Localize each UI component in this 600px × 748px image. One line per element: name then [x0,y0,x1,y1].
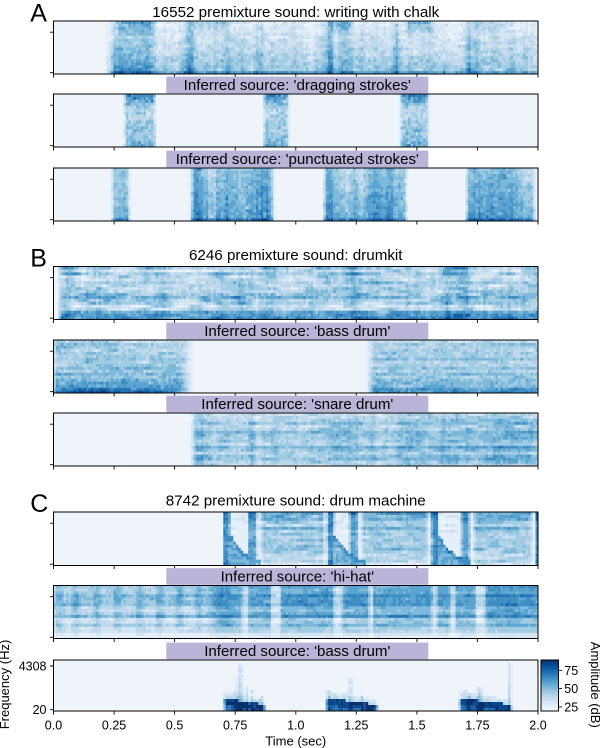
svg-text:Inferred source: 'dragging str: Inferred source: 'dragging strokes' [184,77,411,94]
svg-text:Inferred source: 'hi-hat': Inferred source: 'hi-hat' [221,569,375,586]
svg-text:1.0: 1.0 [287,719,304,733]
svg-text:Inferred source: 'snare drum': Inferred source: 'snare drum' [201,396,393,413]
svg-text:0.75: 0.75 [223,719,247,733]
svg-text:0.0: 0.0 [45,719,62,733]
svg-text:C: C [30,490,48,518]
svg-text:1.5: 1.5 [408,719,425,733]
svg-text:A: A [30,0,47,28]
svg-text:B: B [30,245,47,273]
svg-text:Time (sec): Time (sec) [265,733,326,748]
svg-text:Amplitude (dB): Amplitude (dB) [588,642,600,728]
svg-text:6246 premixture sound: drumkit: 6246 premixture sound: drumkit [189,247,403,264]
svg-text:0.25: 0.25 [102,719,126,733]
svg-text:8742 premixture sound: drum ma: 8742 premixture sound: drum machine [166,493,426,510]
svg-text:2.0: 2.0 [529,719,546,733]
svg-text:20: 20 [33,703,47,717]
svg-text:75: 75 [564,664,578,678]
svg-text:1.25: 1.25 [344,719,368,733]
svg-text:0.5: 0.5 [166,719,183,733]
svg-text:25: 25 [564,700,578,714]
svg-text:Frequency (Hz): Frequency (Hz) [0,640,12,730]
svg-text:50: 50 [564,682,578,696]
svg-text:16552 premixture sound: writin: 16552 premixture sound: writing with cha… [152,4,439,21]
svg-text:Inferred source: 'bass drum': Inferred source: 'bass drum' [204,643,390,660]
svg-text:1.75: 1.75 [465,719,489,733]
svg-text:Inferred source: 'punctuated s: Inferred source: 'punctuated strokes' [176,151,419,168]
svg-text:4308: 4308 [19,660,47,674]
svg-text:Inferred source: 'bass drum': Inferred source: 'bass drum' [204,323,390,340]
